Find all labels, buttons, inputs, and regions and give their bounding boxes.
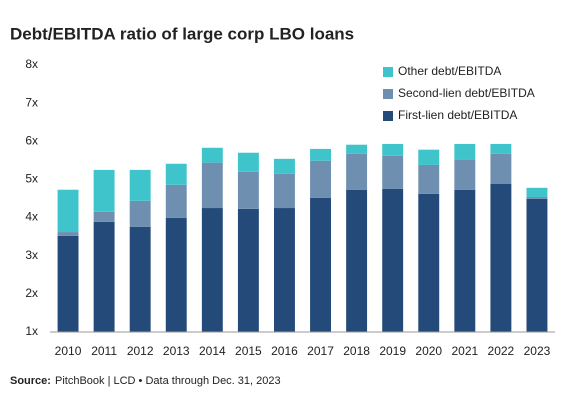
legend-swatch: [383, 67, 393, 77]
bar-segment: [129, 200, 151, 227]
legend-label: Other debt/EBITDA: [398, 64, 501, 78]
y-tick-label: 1x: [25, 324, 38, 338]
bar-segment: [237, 208, 259, 332]
bar-segment: [93, 211, 115, 222]
y-tick-label: 3x: [25, 248, 38, 262]
x-tick-label: 2014: [199, 344, 226, 358]
x-tick-label: 2020: [415, 344, 442, 358]
x-tick-label: 2011: [91, 344, 117, 358]
bar-segment: [454, 159, 476, 190]
x-tick-label: 2018: [343, 344, 370, 358]
bar-segment: [237, 171, 259, 209]
bar-segment: [490, 153, 512, 185]
bar-segment: [454, 189, 476, 332]
y-tick-label: 6x: [25, 133, 38, 147]
bar-segment: [418, 193, 440, 332]
x-tick-label: 2016: [271, 344, 298, 358]
legend-label: First-lien debt/EBITDA: [398, 108, 517, 122]
bar-segment: [274, 208, 295, 332]
bar-segment: [93, 221, 115, 332]
bar-segment: [418, 164, 440, 194]
bar-segment: [346, 153, 368, 190]
chart-title: Debt/EBITDA ratio of large corp LBO loan…: [10, 24, 354, 43]
bar-segment: [454, 143, 476, 160]
bar-segment: [310, 197, 331, 332]
x-tick-label: 2023: [524, 344, 551, 358]
bar-segment: [346, 144, 368, 154]
legend-swatch: [383, 89, 393, 99]
source-label: Source:: [10, 375, 51, 387]
bar-segment: [418, 149, 440, 165]
bar-segment: [382, 143, 404, 156]
bar-segment: [201, 147, 223, 163]
bar-segment: [490, 143, 512, 154]
y-tick-label: 5x: [25, 172, 38, 186]
bar-segment: [201, 162, 223, 209]
bar-segment: [346, 189, 368, 332]
x-tick-label: 2013: [163, 344, 190, 358]
bar-segment: [93, 169, 115, 212]
bar-segment: [526, 198, 548, 332]
bar-segment: [382, 188, 404, 332]
bar-segment: [165, 163, 187, 185]
x-tick-label: 2022: [488, 344, 515, 358]
bar-segment: [490, 184, 512, 332]
x-tick-label: 2012: [127, 344, 154, 358]
bar-segment: [57, 189, 79, 233]
bar-segment: [274, 158, 295, 174]
bar-segment: [237, 152, 259, 172]
x-tick-label: 2015: [235, 344, 262, 358]
y-tick-label: 8x: [25, 57, 38, 71]
bar-segment: [310, 148, 331, 161]
y-tick-label: 4x: [25, 210, 38, 224]
x-tick-label: 2017: [307, 344, 334, 358]
bar-segment: [526, 187, 548, 197]
legend-label: Second-lien debt/EBITDA: [398, 86, 535, 100]
bar-segment: [57, 232, 79, 236]
source-text: PitchBook | LCD • Data through Dec. 31, …: [55, 375, 281, 387]
y-tick-label: 7x: [25, 95, 38, 109]
bar-segment: [382, 155, 404, 189]
bar-segment: [526, 196, 548, 199]
bar-segment: [129, 169, 151, 201]
x-tick-label: 2021: [451, 344, 478, 358]
bar-segment: [165, 217, 187, 332]
bar-segment: [165, 184, 187, 218]
bar-segment: [201, 208, 223, 332]
bar-segment: [310, 160, 331, 198]
bar-segment: [129, 226, 151, 332]
x-tick-label: 2019: [379, 344, 406, 358]
bar-segment: [274, 173, 295, 209]
bar-segment: [57, 235, 79, 332]
x-tick-label: 2010: [55, 344, 82, 358]
y-tick-label: 2x: [25, 286, 38, 300]
legend-swatch: [383, 111, 393, 121]
